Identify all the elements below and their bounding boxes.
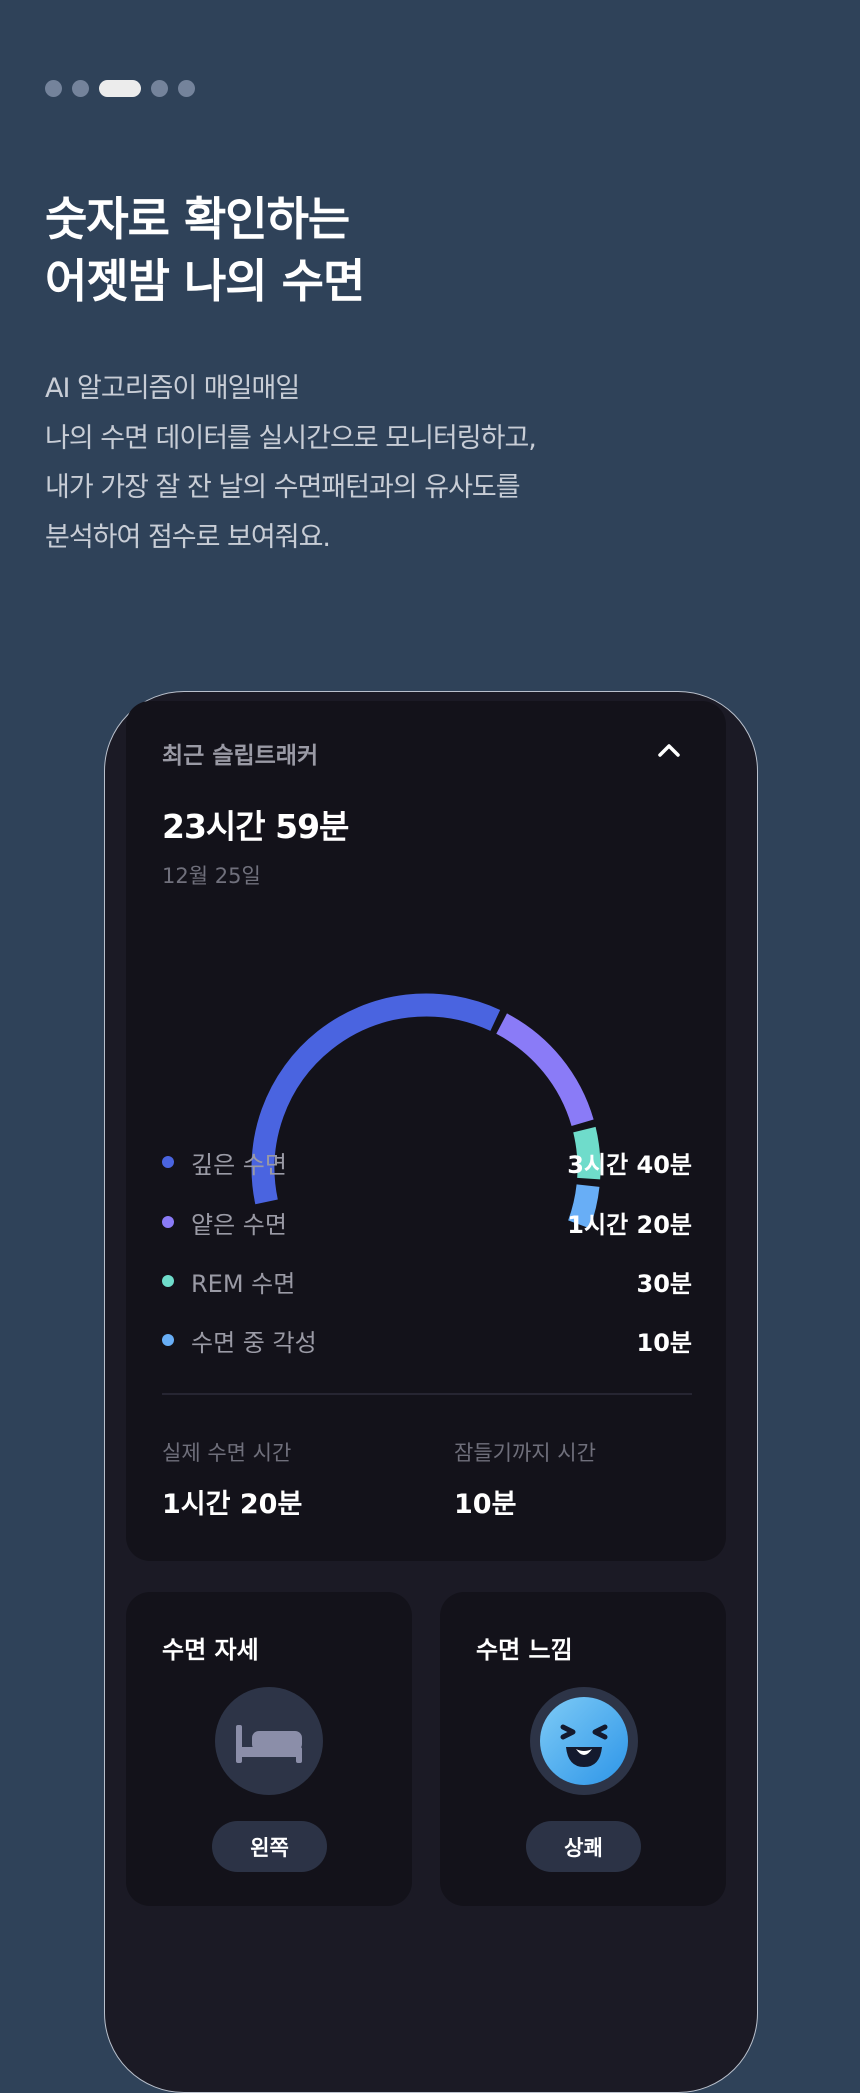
arc-segment [251, 993, 501, 1205]
stage-color-dot [162, 1334, 174, 1346]
page-dot[interactable] [72, 80, 89, 97]
sleep-stage-row: 깊은 수면 3시간 40분 [162, 1142, 692, 1182]
bed-icon [215, 1687, 323, 1795]
arc-segment [568, 1184, 600, 1229]
time-to-sleep-label: 잠들기까지 시간 [454, 1441, 596, 1465]
sleep-tracker-card [126, 701, 726, 1561]
page-indicator [45, 80, 195, 97]
stage-color-dot [162, 1216, 174, 1228]
tracker-header: 최근 슬립트래커 [162, 743, 319, 769]
actual-sleep-value: 1시간 20분 [162, 1489, 303, 1520]
page-dot[interactable] [45, 80, 62, 97]
page-dot-active[interactable] [99, 80, 141, 97]
description-line: 나의 수면 데이터를 실시간으로 모니터링하고, [45, 422, 537, 454]
stage-label: 수면 중 각성 [191, 1328, 317, 1357]
stage-value: 3시간 40분 [567, 1150, 692, 1179]
time-to-sleep-value: 10분 [454, 1489, 517, 1520]
page-dot[interactable] [151, 80, 168, 97]
actual-sleep-label: 실제 수면 시간 [162, 1441, 292, 1465]
hero-title: 숫자로 확인하는 어젯밤 나의 수면 [45, 188, 365, 312]
description-line: AI 알고리즘이 매일매일 [45, 373, 300, 404]
feeling-title: 수면 느낌 [476, 1636, 573, 1664]
description-line: 내가 가장 잘 잔 날의 수면패턴과의 유사도를 [45, 472, 521, 503]
arc-segment [573, 1126, 601, 1180]
stage-value: 30분 [636, 1269, 692, 1298]
stage-color-dot [162, 1156, 174, 1168]
page-dot[interactable] [178, 80, 195, 97]
hero-title-line: 어젯밤 나의 수면 [45, 254, 365, 308]
divider [162, 1393, 692, 1395]
posture-title: 수면 자세 [162, 1636, 259, 1664]
laughing-face-icon [530, 1687, 638, 1795]
sleep-stage-row: 수면 중 각성 10분 [162, 1320, 692, 1360]
posture-value-pill: 왼쪽 [212, 1821, 327, 1872]
total-sleep-time: 23시간 59분 [162, 807, 349, 846]
hero-description: AI 알고리즘이 매일매일 나의 수면 데이터를 실시간으로 모니터링하고, 내… [45, 364, 537, 562]
tracker-date: 12월 25일 [162, 864, 261, 888]
arc-segment [496, 1013, 594, 1127]
sleep-stage-arc-chart [251, 993, 601, 1229]
hero-title-line: 숫자로 확인하는 [45, 192, 350, 246]
stage-value: 10분 [636, 1328, 692, 1357]
stage-color-dot [162, 1275, 174, 1287]
stage-value: 1시간 20분 [567, 1210, 692, 1239]
stage-label: 얕은 수면 [191, 1210, 287, 1239]
sleep-stage-row: 얕은 수면 1시간 20분 [162, 1202, 692, 1242]
feeling-value-pill: 상쾌 [526, 1821, 641, 1872]
stage-label: 깊은 수면 [191, 1150, 287, 1179]
sleep-stage-row: REM 수면 30분 [162, 1261, 692, 1301]
stage-label: REM 수면 [191, 1269, 296, 1298]
description-line: 분석하여 점수로 보여줘요. [45, 521, 331, 553]
chevron-up-icon[interactable] [652, 735, 686, 765]
